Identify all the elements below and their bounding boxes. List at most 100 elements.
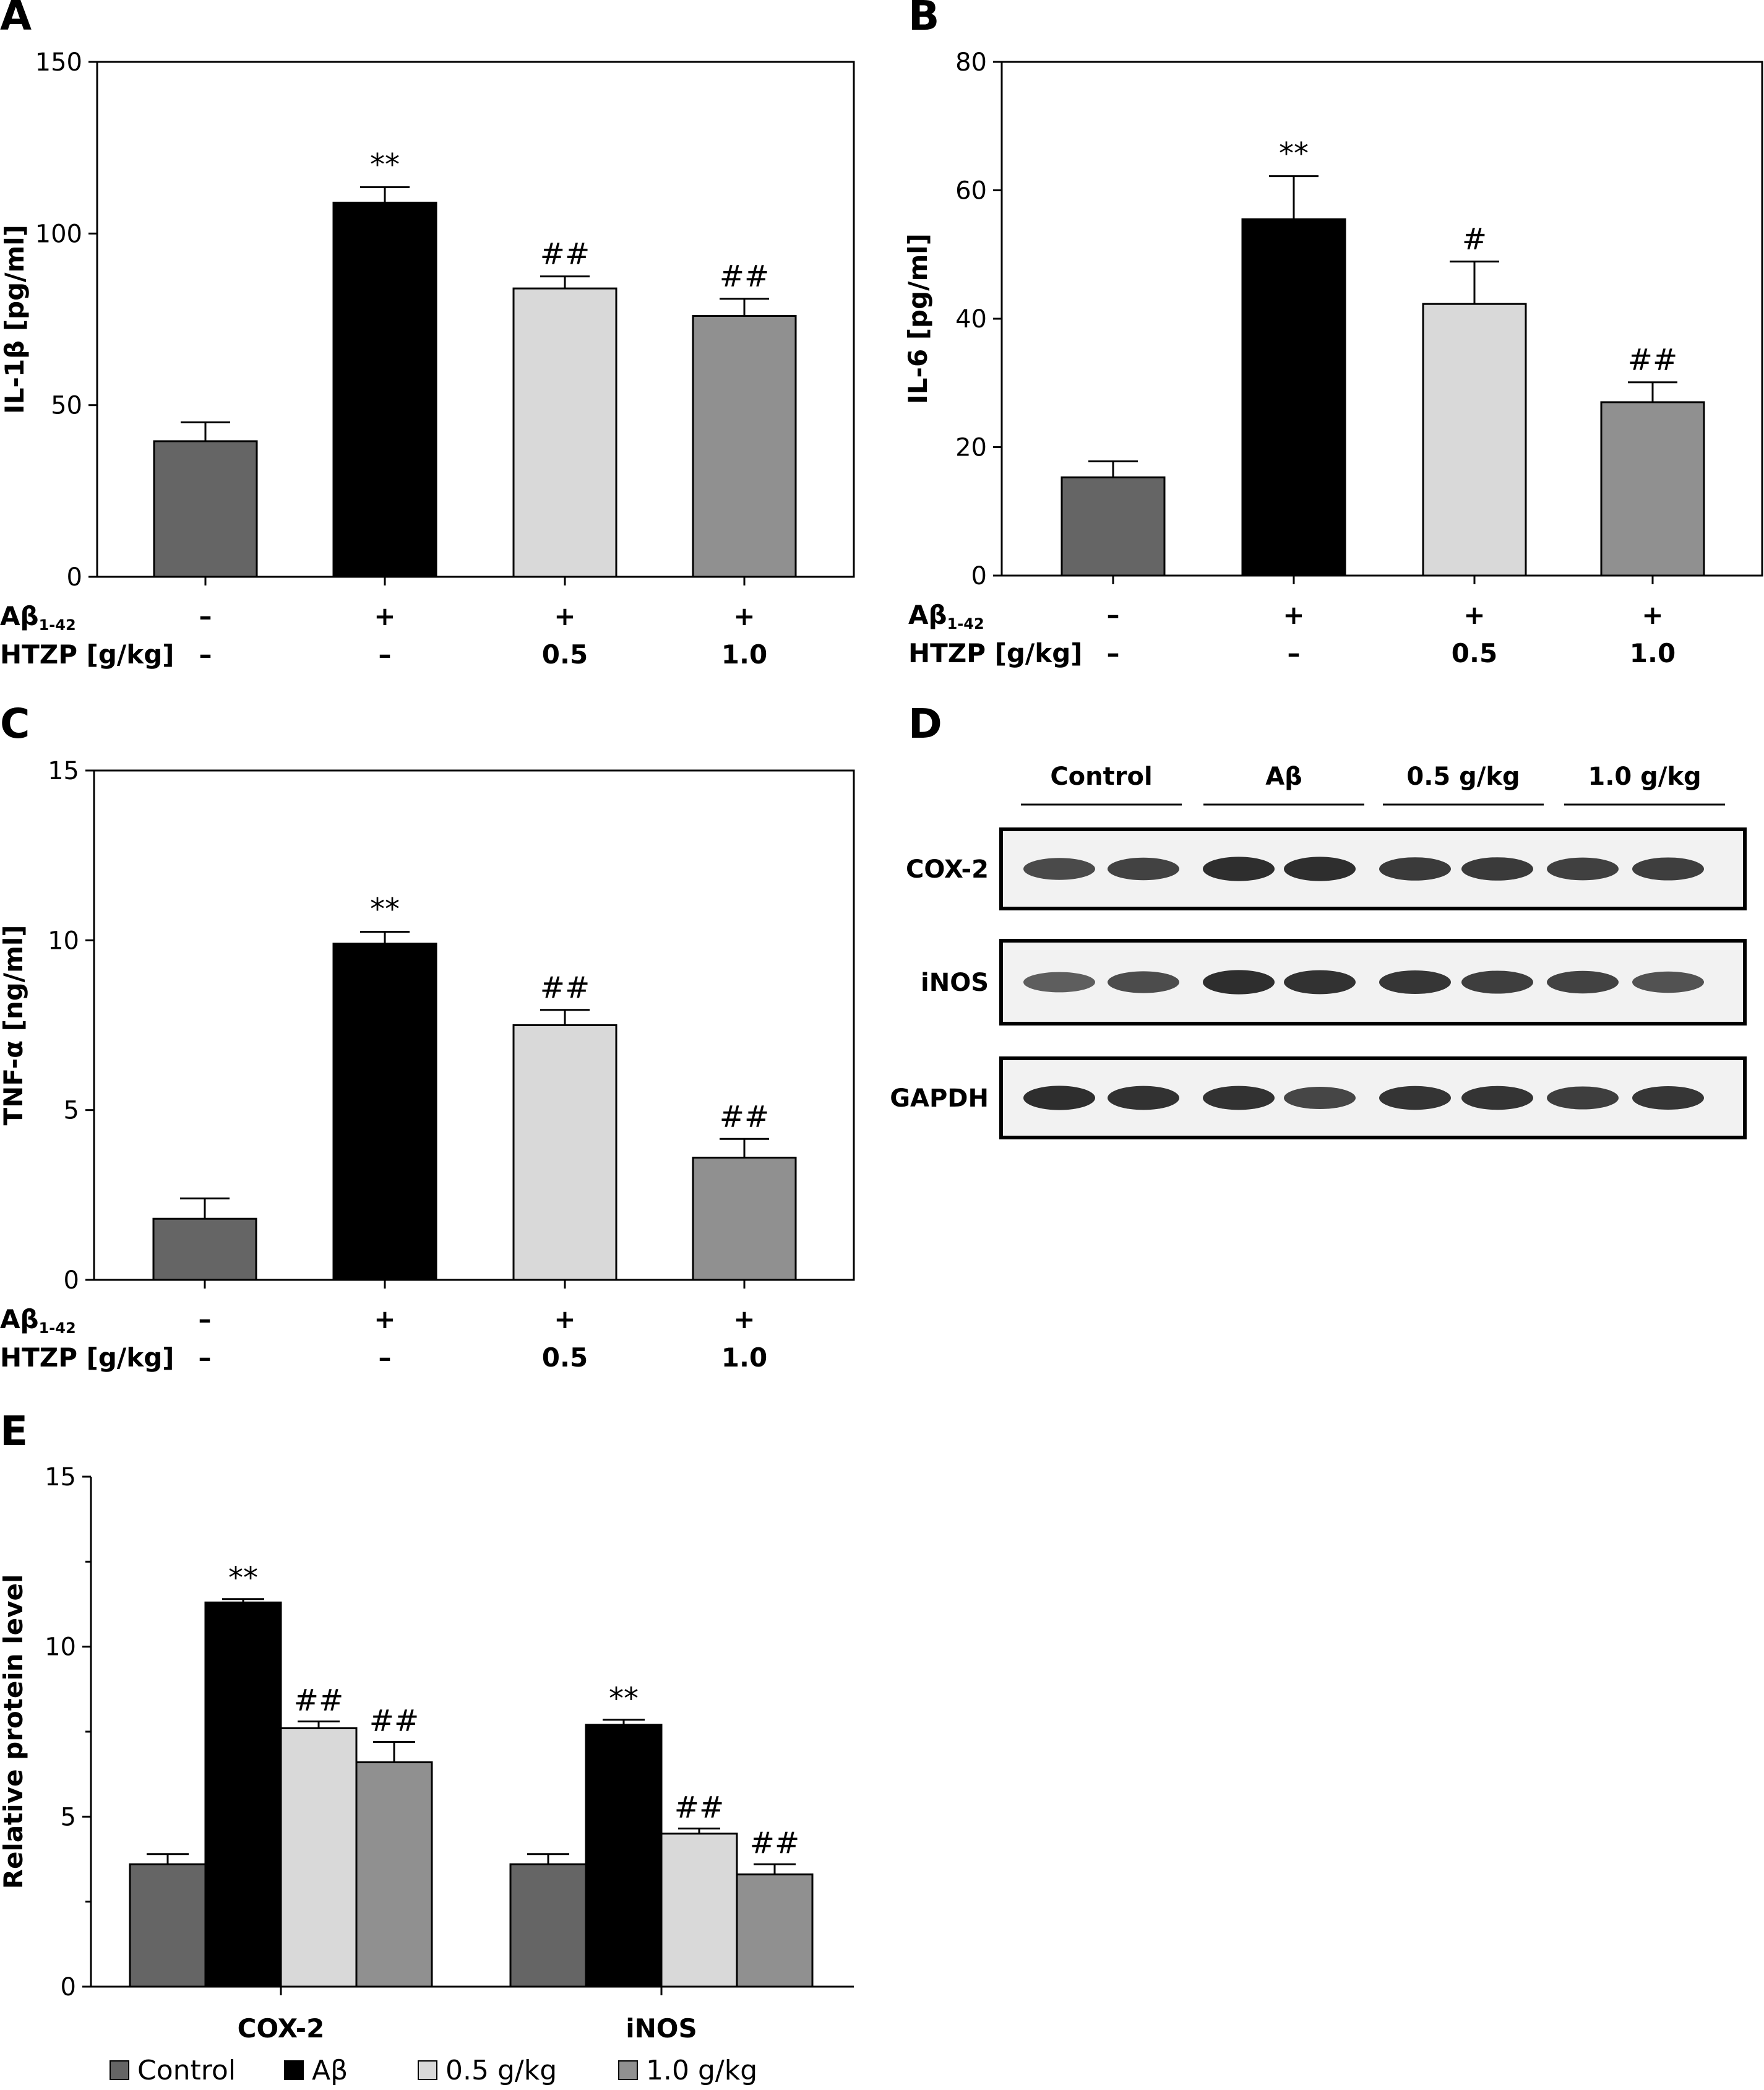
- y-axis-title: IL-6 [pg/ml]: [903, 233, 933, 404]
- htzp-value: –: [379, 1342, 392, 1373]
- legend-swatch: [618, 2060, 638, 2080]
- y-tick-label: 10: [45, 1633, 76, 1662]
- blot-band: [1461, 970, 1533, 994]
- legend-swatch: [418, 2060, 437, 2080]
- panel-letter: C: [0, 700, 30, 748]
- bar: [1241, 218, 1346, 577]
- blot-band: [1379, 1086, 1451, 1110]
- y-tick-label: 50: [51, 392, 82, 420]
- htzp-value: –: [1107, 638, 1120, 668]
- blot-band: [1203, 857, 1275, 881]
- legend-label: 0.5 g/kg: [445, 2055, 557, 2086]
- significance-mark: #: [1462, 222, 1487, 257]
- blot-band: [1632, 857, 1704, 881]
- blot-band: [1023, 972, 1095, 993]
- panel-c: C 0 5 10 15 TNF-α [ng/ml] ** ## ## Aβ1-42 HTZP [g/…: [0, 700, 855, 1373]
- significance-mark: **: [228, 1561, 258, 1596]
- y-tick-label: 5: [61, 1803, 76, 1831]
- htzp-value: 1.0: [1630, 638, 1676, 668]
- legend-swatch: [110, 2060, 129, 2080]
- blot-group-label: Aβ: [1265, 762, 1302, 791]
- blot-band: [1108, 1086, 1179, 1110]
- significance-mark: ##: [294, 1683, 343, 1718]
- significance-mark: **: [609, 1682, 639, 1716]
- blot-band: [1547, 970, 1619, 994]
- y-axis-title: IL-1β [pg/ml]: [0, 225, 30, 414]
- blot-band: [1203, 1086, 1275, 1110]
- blot-band: [1023, 858, 1095, 880]
- legend-swatch: [284, 2060, 304, 2080]
- bar: [512, 287, 617, 578]
- blot-row-label: iNOS: [921, 969, 989, 997]
- abeta-value: +: [374, 601, 395, 631]
- y-axis-title: Relative protein level: [0, 1574, 28, 1889]
- y-tick-label: 0: [61, 1973, 76, 2001]
- blot-group-label: 0.5 g/kg: [1406, 762, 1520, 791]
- blot-band: [1108, 857, 1179, 881]
- htzp-value: 0.5: [542, 639, 588, 670]
- blot-band: [1379, 857, 1451, 881]
- y-tick-label: 40: [955, 305, 987, 334]
- y-axis-title: TNF-α [ng/ml]: [0, 925, 28, 1126]
- blot-band: [1461, 1086, 1533, 1110]
- significance-mark: ##: [1628, 343, 1677, 378]
- panel-letter: E: [0, 1407, 28, 1455]
- bar: [692, 314, 797, 578]
- significance-mark: ##: [540, 237, 590, 272]
- bar: [129, 1863, 207, 1988]
- panel-d-western-blot: D Control Aβ 0.5 g/kg 1.0 g/kg COX-2 iNOS GAPDH: [890, 700, 1747, 1139]
- bar: [660, 1833, 738, 1988]
- significance-mark: ##: [720, 259, 769, 294]
- abeta-row-label: Aβ1-42: [0, 601, 76, 634]
- abeta-value: +: [1463, 600, 1485, 630]
- bar: [512, 1024, 617, 1281]
- abeta-value: –: [1107, 600, 1120, 630]
- htzp-row-label: HTZP [g/kg]: [908, 638, 1082, 668]
- y-tick-label: 15: [45, 1463, 76, 1492]
- htzp-value: 0.5: [1452, 638, 1497, 668]
- significance-mark: ##: [674, 1790, 724, 1825]
- bar: [332, 943, 437, 1281]
- significance-mark: **: [370, 892, 400, 927]
- blot-band: [1547, 857, 1619, 881]
- abeta-row-label: Aβ1-42: [908, 600, 984, 633]
- x-category-label: COX-2: [238, 2013, 325, 2044]
- htzp-value: –: [199, 639, 212, 670]
- htzp-row-label: HTZP [g/kg]: [0, 1342, 174, 1373]
- bar: [355, 1761, 433, 1988]
- legend-label: 1.0 g/kg: [646, 2055, 757, 2086]
- bar: [692, 1156, 797, 1281]
- significance-mark: ##: [369, 1703, 419, 1738]
- blot-band: [1284, 970, 1356, 995]
- y-tick-label: 5: [64, 1097, 79, 1125]
- bar: [509, 1863, 587, 1988]
- abeta-value: +: [733, 601, 755, 631]
- abeta-value: +: [1641, 600, 1663, 630]
- y-tick-label: 100: [35, 220, 82, 248]
- y-tick-label: 80: [955, 48, 987, 77]
- y-tick-label: 10: [48, 926, 79, 955]
- abeta-row-subscript: 1-42: [947, 615, 984, 633]
- blot-band: [1203, 970, 1275, 995]
- significance-mark: **: [370, 147, 400, 182]
- panel-letter: B: [908, 0, 939, 40]
- abeta-value: +: [554, 1304, 575, 1334]
- bar: [204, 1601, 282, 1988]
- blot-band: [1023, 1086, 1095, 1110]
- blot-band: [1284, 857, 1356, 881]
- blot-band: [1632, 1086, 1704, 1110]
- panel-letter: A: [0, 0, 32, 40]
- y-tick-label: 0: [67, 563, 82, 592]
- abeta-value: –: [199, 1304, 212, 1334]
- significance-mark: ##: [540, 970, 590, 1005]
- htzp-value: 0.5: [542, 1342, 588, 1373]
- y-tick-label: 60: [955, 177, 987, 205]
- blot-band: [1632, 971, 1704, 993]
- panel-e: E 0 5 10 15 Relative protein level ** ## ## COX-2…: [0, 1407, 854, 2086]
- y-tick-label: 150: [35, 48, 82, 77]
- blot-band: [1284, 1087, 1356, 1109]
- blot-row-label: GAPDH: [890, 1084, 989, 1113]
- panel-letter: D: [908, 700, 942, 748]
- bar: [280, 1727, 358, 1988]
- significance-mark: ##: [750, 1826, 799, 1860]
